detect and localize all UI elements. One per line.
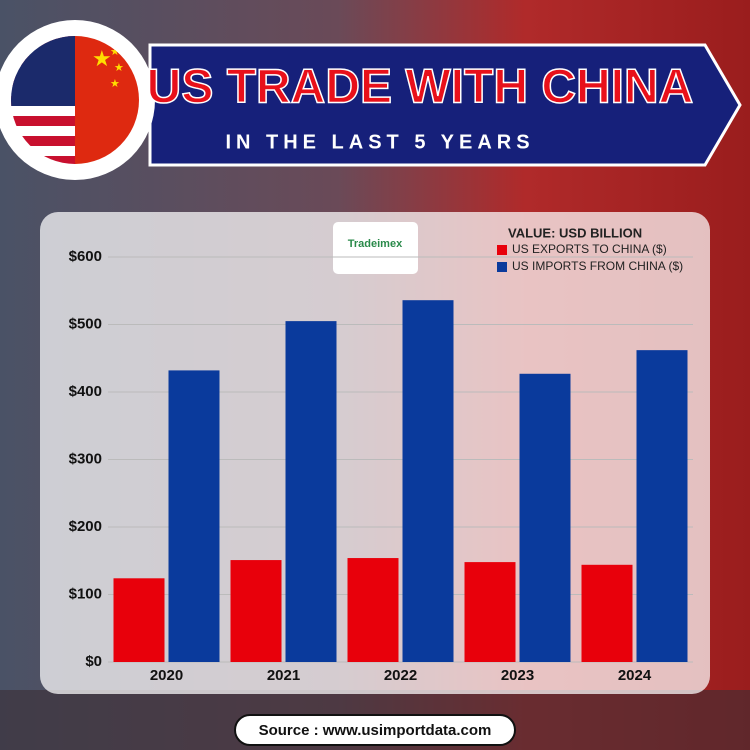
bar bbox=[230, 560, 282, 662]
bar bbox=[519, 373, 571, 662]
bar bbox=[581, 564, 633, 662]
bar bbox=[347, 558, 399, 662]
y-tick-label: $300 bbox=[69, 450, 102, 467]
legend-title: VALUE: USD BILLION bbox=[508, 225, 642, 240]
svg-text:★: ★ bbox=[110, 46, 120, 58]
y-tick-label: $500 bbox=[69, 315, 102, 332]
subtitle: IN THE LAST 5 YEARS bbox=[225, 131, 534, 153]
y-tick-label: $100 bbox=[69, 585, 102, 602]
x-tick-label: 2024 bbox=[618, 667, 652, 684]
source-pill bbox=[234, 714, 516, 746]
banner bbox=[148, 43, 742, 167]
bar bbox=[402, 300, 454, 662]
bar bbox=[285, 321, 337, 662]
y-tick-label: $0 bbox=[85, 653, 102, 670]
y-tick-label: $600 bbox=[69, 248, 102, 265]
x-tick-label: 2021 bbox=[267, 667, 300, 684]
logo: Tradeimex bbox=[348, 238, 403, 250]
svg-text:★: ★ bbox=[114, 62, 124, 74]
y-tick-label: $200 bbox=[69, 518, 102, 535]
bar bbox=[464, 562, 516, 662]
legend-swatch bbox=[497, 245, 507, 255]
source: Source : www.usimportdata.com bbox=[259, 722, 492, 739]
x-tick-label: 2020 bbox=[150, 667, 183, 684]
legend-swatch bbox=[497, 262, 507, 272]
bar bbox=[168, 370, 220, 662]
bar bbox=[113, 578, 165, 662]
x-tick-label: 2023 bbox=[501, 667, 534, 684]
svg-text:★: ★ bbox=[110, 78, 120, 90]
svg-text:★: ★ bbox=[92, 46, 112, 71]
legend-label: US IMPORTS FROM CHINA ($) bbox=[512, 259, 683, 273]
legend-label: US EXPORTS TO CHINA ($) bbox=[512, 242, 667, 256]
y-tick-label: $400 bbox=[69, 383, 102, 400]
logo-box bbox=[333, 222, 418, 274]
title: US TRADE WITH CHINA bbox=[147, 61, 694, 114]
bar bbox=[636, 350, 688, 662]
x-tick-label: 2022 bbox=[384, 667, 417, 684]
